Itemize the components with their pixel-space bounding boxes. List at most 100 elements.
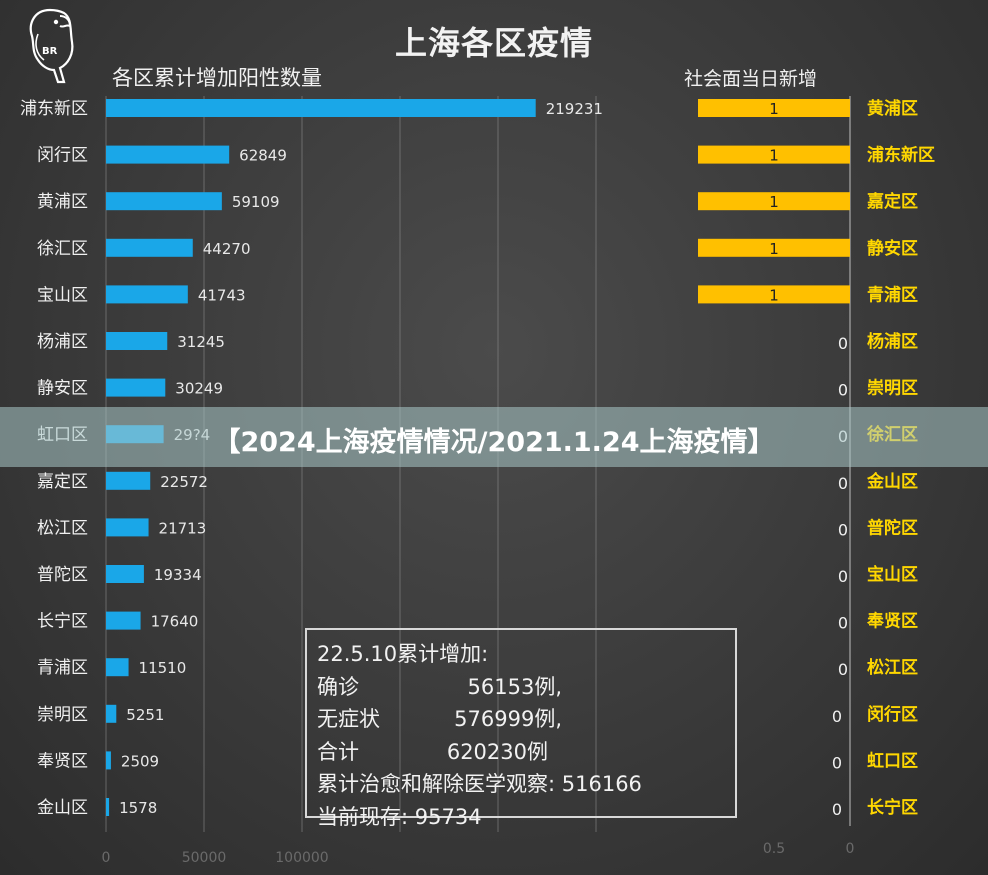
category-label: 杨浦区 (867, 331, 918, 352)
banner-text: 【2024上海疫情情况/2021.1.24上海疫情】 (213, 427, 775, 458)
category-label: 松江区 (867, 657, 918, 678)
data-label: 0 (832, 800, 842, 819)
category-label: 嘉定区 (866, 191, 918, 212)
category-label: 金山区 (866, 471, 918, 492)
summary-label: 确诊 (317, 674, 359, 699)
summary-row-confirmed: 确诊 56153例, (317, 671, 725, 704)
category-label: 普陀区 (867, 517, 918, 538)
data-label: 1 (769, 240, 779, 258)
data-label: 44270 (203, 240, 251, 258)
bar-徐汇区 (106, 238, 193, 257)
bar-静安区 (698, 238, 850, 257)
summary-row-cured: 累计治愈和解除医学观察: 516166 (317, 768, 725, 801)
bar-青浦区 (106, 658, 129, 677)
data-label: 0 (832, 707, 842, 726)
category-label: 崇明区 (37, 705, 88, 725)
category-label: 嘉定区 (37, 472, 88, 492)
bar-宝山区 (106, 285, 188, 304)
summary-label: 当前现存: (317, 804, 409, 829)
category-label: 青浦区 (867, 284, 918, 305)
category-label: 静安区 (37, 379, 88, 399)
summary-row-current: 当前现存: 95734 (317, 801, 725, 834)
data-label: 0 (838, 660, 848, 679)
data-label: 0 (838, 614, 848, 633)
category-label: 杨浦区 (37, 332, 88, 352)
data-label: 0 (838, 381, 848, 400)
category-label: 闵行区 (867, 704, 918, 725)
data-label: 21713 (159, 519, 207, 537)
data-label: 31245 (177, 333, 225, 351)
category-label: 闵行区 (37, 146, 88, 166)
category-label: 普陀区 (37, 565, 88, 585)
data-label: 62849 (239, 147, 287, 165)
right-chart-title: 社会面当日新增 (684, 68, 818, 90)
data-label: 0 (838, 520, 848, 539)
category-label: 浦东新区 (867, 145, 935, 166)
bar-长宁区 (106, 611, 141, 630)
category-label: 青浦区 (37, 658, 88, 678)
summary-label: 合计 (317, 739, 359, 764)
summary-value: 95734 (408, 804, 482, 829)
data-label: 1 (769, 286, 779, 304)
data-label: 22572 (160, 473, 208, 491)
data-label: 1 (769, 193, 779, 211)
data-label: 11510 (139, 659, 187, 677)
bar-松江区 (106, 518, 149, 537)
bar-静安区 (106, 378, 166, 397)
bar-杨浦区 (106, 332, 168, 350)
summary-value: 576999例, (454, 707, 562, 731)
summary-label: 无症状 (317, 707, 380, 731)
bar-嘉定区 (698, 192, 850, 211)
summary-label: 累计治愈和解除医学观察: (317, 772, 556, 796)
data-label: 59109 (232, 193, 280, 211)
logo-text: BR (42, 46, 58, 57)
category-label: 浦东新区 (20, 99, 88, 119)
data-label: 19334 (154, 566, 202, 584)
summary-heading: 22.5.10累计增加: (317, 638, 725, 671)
bar-嘉定区 (106, 471, 151, 490)
tick-label: 100000 (275, 850, 328, 866)
tick-label: 50000 (182, 850, 227, 866)
overlay-banner (0, 407, 988, 467)
category-label: 奉贤区 (37, 751, 88, 771)
data-label: 0 (832, 753, 842, 772)
category-label: 虹口区 (867, 751, 918, 771)
bar-浦东新区 (698, 145, 850, 164)
page-title: 上海各区疫情 (394, 24, 593, 62)
category-label: 宝山区 (37, 285, 88, 305)
parrot-logo-icon: BR (29, 8, 74, 84)
data-label: 1578 (119, 799, 157, 817)
data-label: 1 (769, 147, 779, 165)
bar-黄浦区 (106, 192, 222, 211)
bar-青浦区 (698, 285, 850, 304)
category-label: 松江区 (37, 518, 88, 538)
data-label: 5251 (126, 706, 164, 724)
category-label: 金山区 (37, 798, 88, 818)
bar-黄浦区 (698, 99, 850, 117)
summary-box: 22.5.10累计增加: 确诊 56153例, 无症状 576999例, 合计 620… (305, 628, 737, 829)
category-label: 徐汇区 (37, 239, 88, 259)
category-label: 静安区 (867, 238, 918, 259)
summary-value: 516166 (555, 772, 642, 796)
data-label: 17640 (151, 613, 199, 631)
data-label: 41743 (198, 286, 246, 304)
data-label: 0 (838, 567, 848, 586)
summary-row-asymptomatic: 无症状 576999例, (317, 703, 725, 736)
tick-label: 0 (846, 841, 855, 857)
tick-label: 0.5 (763, 841, 785, 857)
summary-heading-text: 22.5.10累计增加: (317, 642, 489, 666)
bar-奉贤区 (106, 751, 111, 770)
bar-闵行区 (106, 145, 230, 164)
category-label: 奉贤区 (866, 611, 918, 632)
data-label: 0 (838, 334, 848, 353)
summary-value: 56153例, (467, 674, 562, 699)
bar-浦东新区 (106, 99, 536, 117)
category-label: 崇明区 (867, 379, 918, 399)
bar-金山区 (106, 798, 110, 816)
data-label: 1 (769, 100, 779, 118)
data-label: 0 (838, 474, 848, 493)
data-label: 30249 (175, 380, 223, 398)
summary-row-total: 合计 620230例 (317, 736, 725, 769)
bar-崇明区 (106, 704, 117, 723)
